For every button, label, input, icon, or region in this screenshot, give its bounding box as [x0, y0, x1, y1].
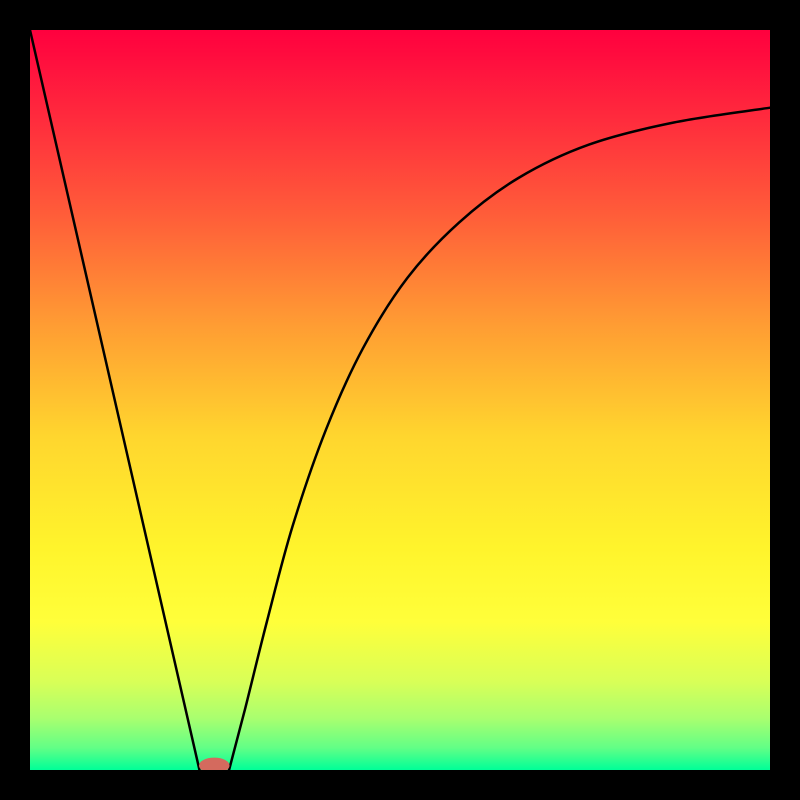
chart-container: TheBottlenecker.com [0, 0, 800, 800]
bottleneck-chart [0, 0, 800, 800]
plot-background [30, 30, 770, 770]
